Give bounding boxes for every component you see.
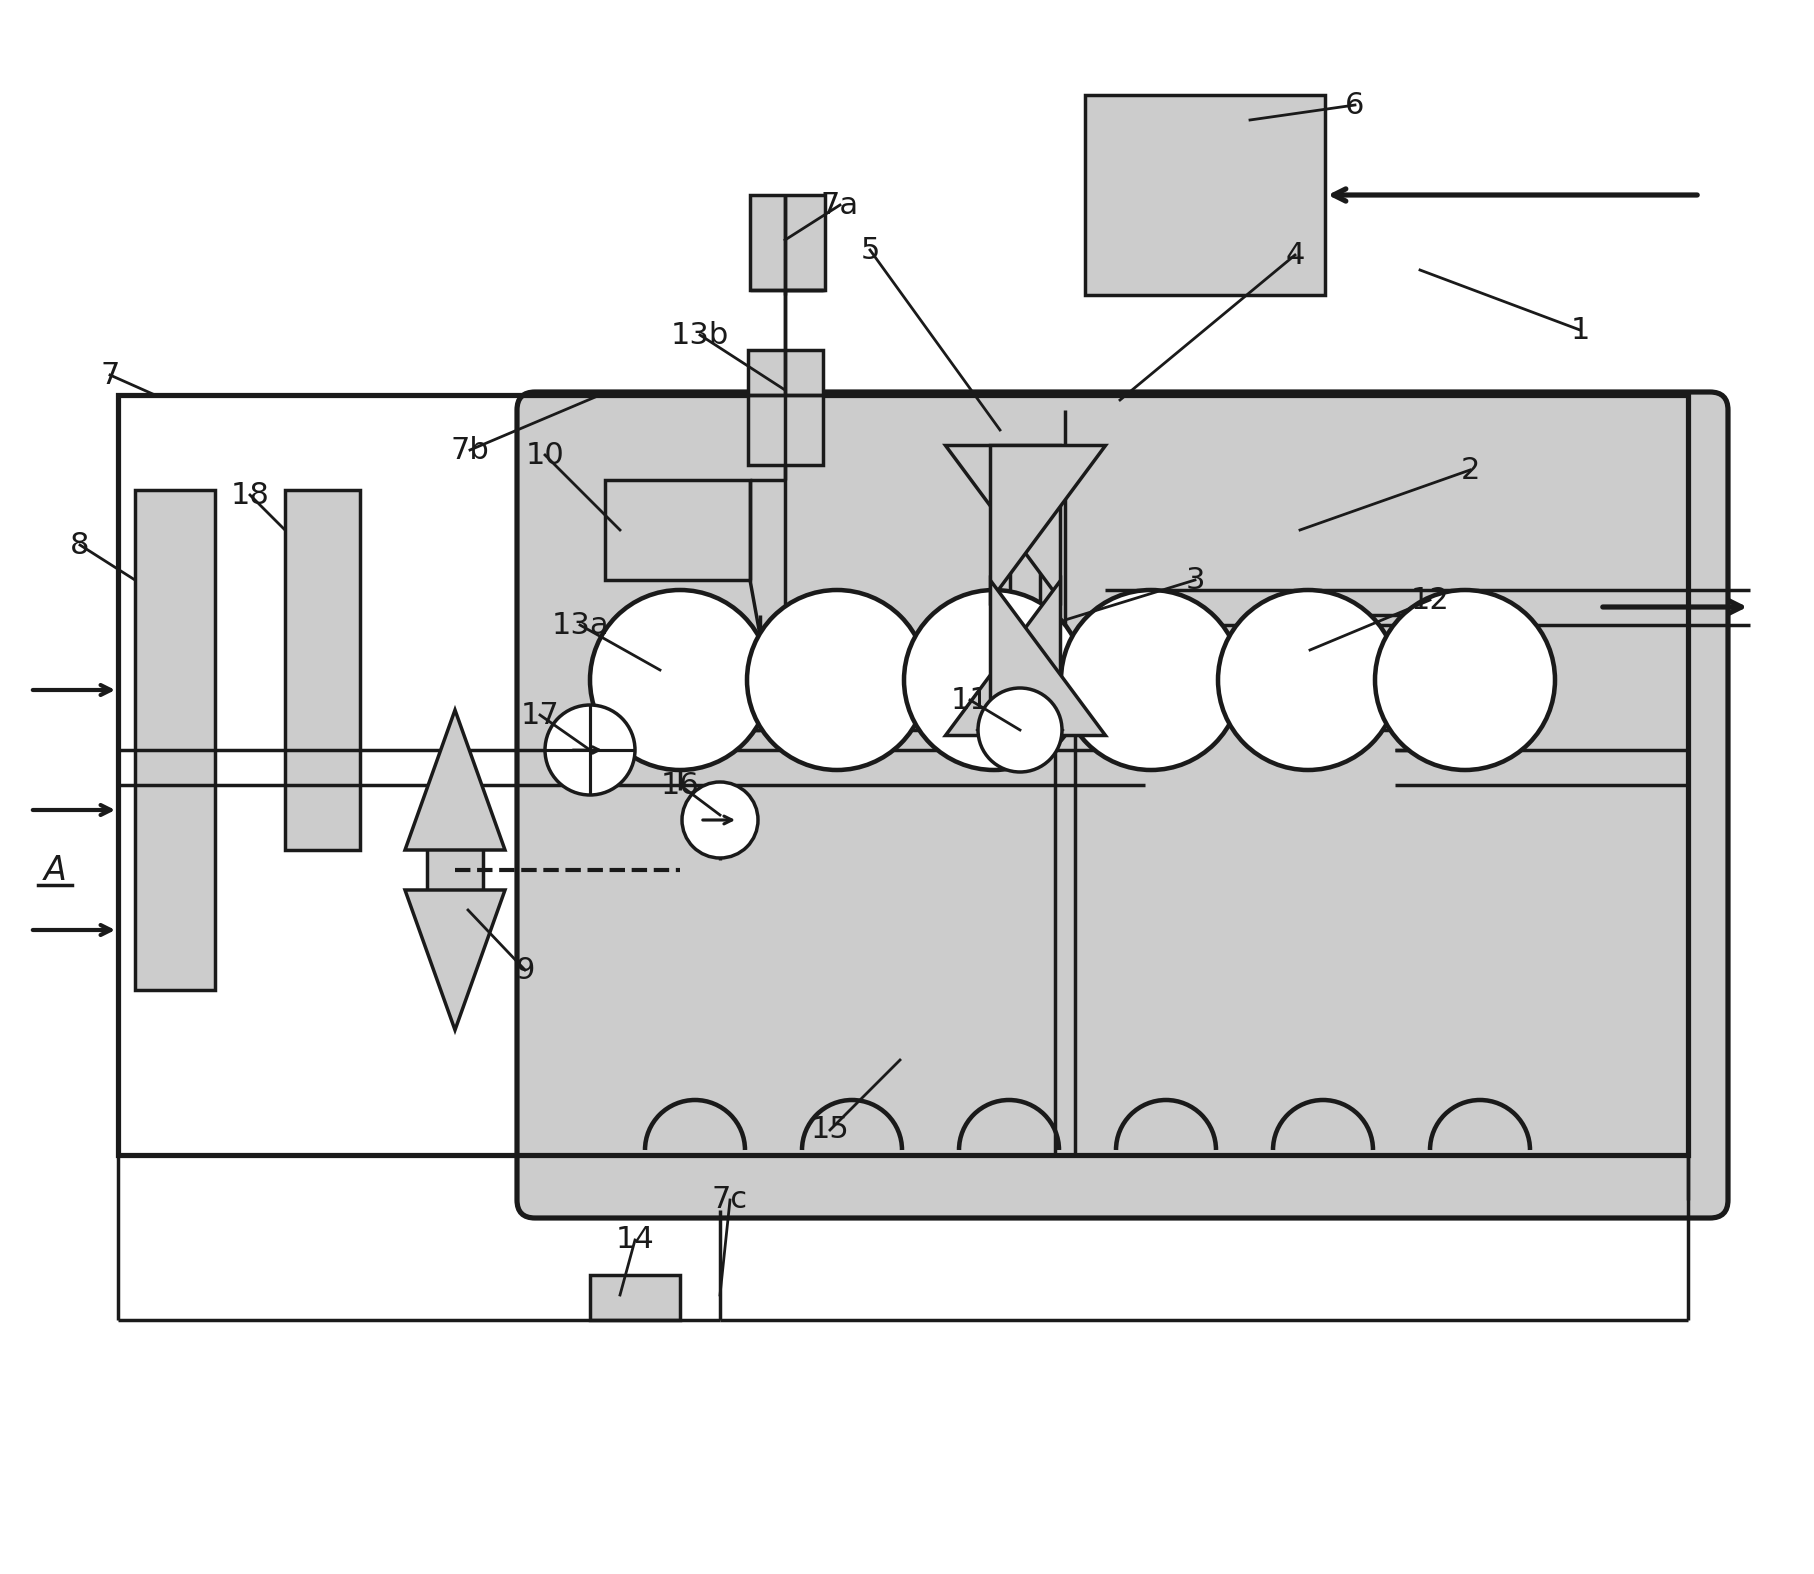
- Circle shape: [1061, 590, 1241, 770]
- Circle shape: [590, 590, 769, 770]
- Circle shape: [903, 590, 1085, 770]
- Bar: [606, 480, 749, 579]
- Circle shape: [544, 705, 635, 795]
- Bar: [1085, 94, 1324, 294]
- Text: 16: 16: [660, 771, 700, 800]
- Text: 1: 1: [1571, 315, 1589, 345]
- Text: 8: 8: [71, 530, 89, 559]
- Text: A: A: [44, 853, 67, 886]
- Bar: [749, 195, 825, 290]
- Text: 2: 2: [1460, 455, 1480, 485]
- Polygon shape: [978, 700, 1016, 760]
- Text: 18: 18: [230, 480, 270, 510]
- Polygon shape: [945, 445, 1059, 600]
- Bar: [118, 395, 1689, 1155]
- Circle shape: [1217, 590, 1399, 770]
- Text: 7a: 7a: [822, 190, 860, 219]
- Bar: [590, 1275, 680, 1321]
- Polygon shape: [945, 579, 1059, 735]
- Text: 10: 10: [526, 441, 564, 469]
- Text: 7: 7: [100, 360, 120, 389]
- Polygon shape: [990, 579, 1105, 735]
- Bar: [134, 490, 216, 990]
- Text: 13a: 13a: [551, 611, 610, 639]
- Text: 7b: 7b: [450, 436, 490, 464]
- Polygon shape: [405, 889, 504, 1029]
- Text: 5: 5: [860, 236, 880, 264]
- Bar: [426, 834, 483, 905]
- Text: 9: 9: [515, 955, 535, 984]
- Bar: [285, 490, 359, 850]
- FancyBboxPatch shape: [517, 392, 1729, 1218]
- Circle shape: [1375, 590, 1555, 770]
- Circle shape: [682, 782, 758, 858]
- Circle shape: [747, 590, 927, 770]
- Text: 17: 17: [521, 700, 559, 729]
- Text: 4: 4: [1286, 241, 1304, 269]
- Bar: [606, 634, 760, 715]
- Polygon shape: [1025, 700, 1061, 760]
- Text: 12: 12: [1411, 586, 1449, 614]
- Circle shape: [978, 688, 1061, 771]
- Text: 14: 14: [615, 1226, 655, 1254]
- Polygon shape: [990, 445, 1105, 600]
- Text: 11: 11: [951, 686, 989, 715]
- Text: 13b: 13b: [671, 321, 729, 349]
- Text: 15: 15: [811, 1116, 849, 1144]
- Text: 6: 6: [1346, 90, 1364, 120]
- Polygon shape: [405, 710, 504, 850]
- Text: 7c: 7c: [711, 1185, 747, 1215]
- Bar: [747, 349, 824, 464]
- Bar: [1010, 501, 1039, 685]
- Bar: [1310, 615, 1475, 730]
- Text: 3: 3: [1185, 565, 1204, 595]
